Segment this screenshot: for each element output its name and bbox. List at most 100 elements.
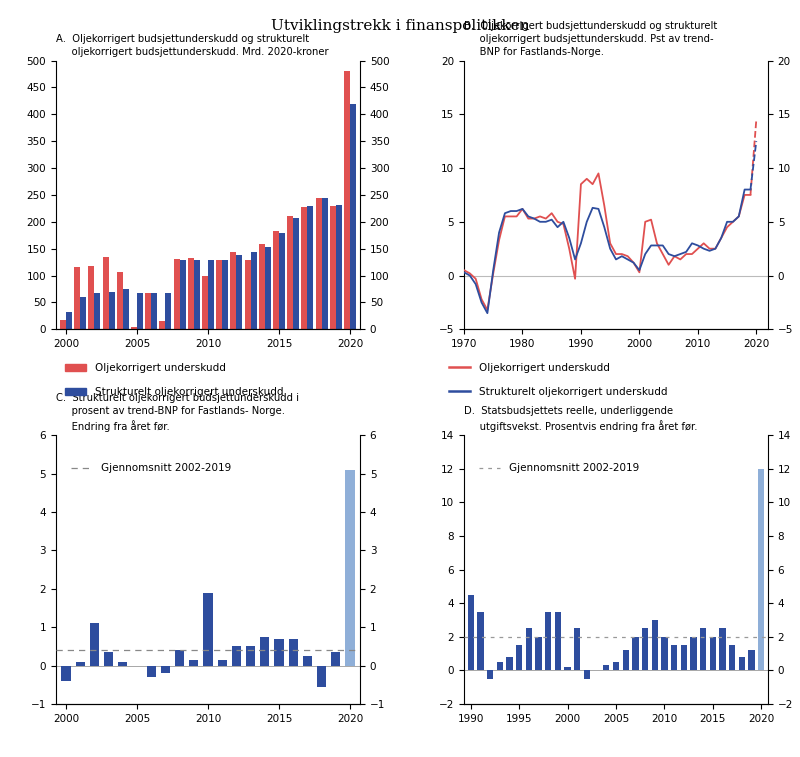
Bar bbox=[117, 272, 122, 329]
Legend: Gjennomsnitt 2002-2019: Gjennomsnitt 2002-2019 bbox=[475, 459, 643, 478]
Bar bbox=[274, 639, 284, 665]
Bar bbox=[662, 637, 667, 671]
Text: B.  Oljekorrigert budsjettunderskudd og strukturelt
     oljekorrigert budsjettu: B. Oljekorrigert budsjettunderskudd og s… bbox=[464, 20, 718, 57]
Bar bbox=[554, 612, 561, 671]
Bar bbox=[174, 260, 179, 329]
Bar bbox=[468, 595, 474, 671]
Bar bbox=[497, 662, 503, 671]
Bar bbox=[613, 662, 619, 671]
Bar bbox=[216, 260, 222, 329]
Bar bbox=[222, 260, 228, 329]
Bar bbox=[622, 650, 629, 671]
Bar bbox=[330, 206, 336, 329]
Bar bbox=[350, 104, 356, 329]
Bar bbox=[478, 612, 484, 671]
Bar bbox=[681, 645, 687, 671]
Bar bbox=[584, 671, 590, 679]
Bar bbox=[690, 637, 697, 671]
Text: D.  Statsbudsjettets reelle, underliggende
     utgiftsvekst. Prosentvis endring: D. Statsbudsjettets reelle, underliggend… bbox=[464, 406, 698, 431]
Bar bbox=[303, 656, 312, 665]
Bar bbox=[545, 612, 551, 671]
Bar bbox=[487, 671, 494, 679]
Bar bbox=[202, 276, 208, 329]
Bar bbox=[344, 71, 350, 329]
Bar bbox=[122, 289, 129, 329]
Bar bbox=[322, 198, 328, 329]
Bar bbox=[189, 660, 198, 665]
Bar bbox=[565, 667, 570, 671]
Bar bbox=[75, 662, 85, 665]
Bar bbox=[331, 653, 341, 665]
Bar bbox=[90, 624, 99, 665]
Bar bbox=[748, 650, 754, 671]
Text: Utviklingstrekk i finanspolitikken: Utviklingstrekk i finanspolitikken bbox=[270, 19, 530, 33]
Bar bbox=[245, 260, 250, 329]
Bar bbox=[574, 628, 581, 671]
Bar bbox=[66, 312, 72, 329]
Bar bbox=[632, 637, 638, 671]
Bar bbox=[232, 646, 241, 665]
Bar bbox=[265, 247, 270, 329]
Bar bbox=[603, 665, 610, 671]
Bar bbox=[188, 258, 194, 329]
Bar bbox=[88, 266, 94, 329]
Bar bbox=[259, 245, 265, 329]
Bar bbox=[700, 628, 706, 671]
Bar bbox=[642, 628, 648, 671]
Bar bbox=[166, 293, 171, 329]
Bar bbox=[758, 469, 764, 671]
Bar bbox=[159, 321, 166, 329]
Bar bbox=[294, 217, 299, 329]
Text: A.  Oljekorrigert budsjettunderskudd og strukturelt
     oljekorrigert budsjettu: A. Oljekorrigert budsjettunderskudd og s… bbox=[56, 34, 329, 57]
Bar bbox=[719, 628, 726, 671]
Bar bbox=[146, 293, 151, 329]
Bar bbox=[346, 470, 354, 665]
Bar bbox=[218, 660, 227, 665]
Legend: Strukturelt oljekorrigert underskudd: Strukturelt oljekorrigert underskudd bbox=[446, 383, 671, 401]
Bar bbox=[516, 645, 522, 671]
Bar bbox=[273, 231, 279, 329]
Bar bbox=[208, 260, 214, 329]
Bar bbox=[302, 207, 307, 329]
Bar bbox=[80, 297, 86, 329]
Bar bbox=[307, 206, 314, 329]
Bar bbox=[506, 657, 513, 671]
Bar bbox=[260, 637, 270, 665]
Bar bbox=[289, 639, 298, 665]
Text: C.  Strukturelt oljekorrigert budsjettunderskudd i
     prosent av trend-BNP for: C. Strukturelt oljekorrigert budsjettund… bbox=[56, 393, 299, 431]
Bar bbox=[109, 291, 114, 329]
Bar bbox=[336, 204, 342, 329]
Bar bbox=[526, 628, 532, 671]
Bar bbox=[729, 645, 735, 671]
Bar bbox=[651, 620, 658, 671]
Bar bbox=[62, 665, 70, 681]
Legend: Oljekorrigert underskudd: Oljekorrigert underskudd bbox=[446, 359, 614, 377]
Bar bbox=[279, 232, 285, 329]
Bar bbox=[316, 198, 322, 329]
Legend: Strukturelt oljekorrigert underskudd: Strukturelt oljekorrigert underskudd bbox=[62, 383, 287, 401]
Bar bbox=[246, 646, 255, 665]
Bar bbox=[146, 665, 156, 678]
Bar bbox=[161, 665, 170, 673]
Bar bbox=[179, 260, 186, 329]
Bar bbox=[287, 217, 294, 329]
Bar bbox=[230, 252, 237, 329]
Bar bbox=[237, 255, 242, 329]
Legend: Gjennomsnitt 2002-2019: Gjennomsnitt 2002-2019 bbox=[67, 459, 235, 478]
Bar bbox=[535, 637, 542, 671]
Bar bbox=[194, 260, 200, 329]
Bar bbox=[94, 293, 100, 329]
Bar bbox=[738, 657, 745, 671]
Bar bbox=[671, 645, 678, 671]
Bar bbox=[131, 327, 137, 329]
Bar bbox=[60, 319, 66, 329]
Bar bbox=[102, 257, 109, 329]
Bar bbox=[317, 665, 326, 687]
Bar bbox=[203, 593, 213, 665]
Bar bbox=[118, 662, 127, 665]
Bar bbox=[151, 293, 157, 329]
Bar bbox=[137, 293, 143, 329]
Legend: Oljekorrigert underskudd: Oljekorrigert underskudd bbox=[62, 359, 230, 377]
Bar bbox=[710, 637, 716, 671]
Bar bbox=[104, 653, 113, 665]
